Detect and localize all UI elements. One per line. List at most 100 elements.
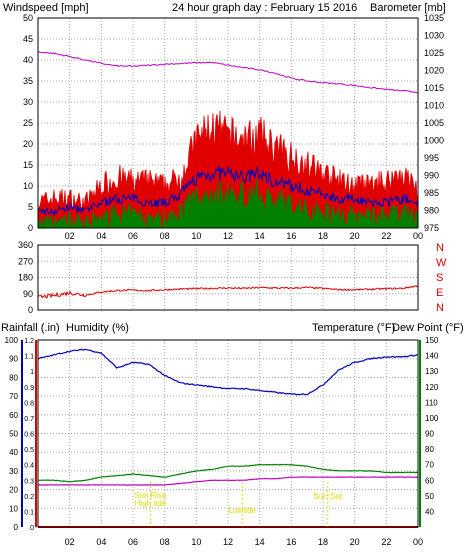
wind-x-tick-label: 02 bbox=[65, 231, 75, 241]
windspeed-average-series bbox=[37, 166, 419, 217]
humidity-tick-label: 90 bbox=[9, 355, 18, 364]
humidity-tick-label: 80 bbox=[9, 373, 18, 382]
humidity-side-axes bbox=[21, 340, 421, 527]
direction-tick-label: 90 bbox=[23, 289, 33, 299]
barometer-tick-label: 1005 bbox=[424, 118, 444, 128]
wind-direction-series bbox=[37, 285, 419, 299]
humidity-tick-label: 70 bbox=[9, 392, 18, 401]
barometer-tick-label: 985 bbox=[424, 188, 439, 198]
humidity-x-tick-label: 08 bbox=[160, 537, 170, 547]
temperature-tick-label: 140 bbox=[425, 352, 439, 361]
rainfall-tick-label: 0.9 bbox=[24, 385, 34, 392]
temperature-series bbox=[37, 463, 419, 483]
barometer-tick-label: 1035 bbox=[424, 13, 444, 23]
direction-tick-label: 0 bbox=[28, 305, 33, 315]
rainfall-tick-label: 0.8 bbox=[24, 400, 34, 407]
wind-x-tick-label: 12 bbox=[223, 231, 233, 241]
barometer-tick-label: 980 bbox=[424, 206, 439, 216]
barometer-tick-label: 1030 bbox=[424, 31, 444, 41]
humidity-x-tick-labels: 02 04 06 08 10 12 14 16 18 20 22 00 bbox=[65, 537, 423, 547]
humidity-tick-label: 20 bbox=[9, 486, 18, 495]
rainfall-tick-label: 0 bbox=[30, 525, 34, 532]
compass-label: N bbox=[436, 242, 444, 254]
chart-title: 24 hour graph day : February 15 2016 bbox=[172, 2, 357, 14]
event-marker-label: Lowtide bbox=[228, 506, 256, 515]
wind-x-tick-label: 20 bbox=[350, 231, 360, 241]
temperature-axis-title: Temperature (°F) bbox=[312, 322, 395, 334]
windspeed-tick-label: 25 bbox=[23, 118, 33, 128]
humidity-x-tick-label: 12 bbox=[223, 537, 233, 547]
barometer-tick-label: 990 bbox=[424, 171, 439, 181]
wind-barometer-panel: Windspeed [mph] 24 hour graph day : Febr… bbox=[3, 2, 446, 241]
humidity-tick-label: 10 bbox=[9, 504, 18, 513]
windspeed-tick-label: 5 bbox=[28, 202, 33, 212]
wind-x-tick-label: 08 bbox=[160, 231, 170, 241]
dew-point-series bbox=[37, 476, 419, 486]
compass-label: E bbox=[436, 287, 443, 299]
rainfall-tick-label: 1 bbox=[30, 369, 34, 376]
humidity-x-tick-label: 00 bbox=[413, 537, 423, 547]
humidity-grid bbox=[38, 340, 418, 527]
temperature-tick-label: 100 bbox=[425, 414, 439, 423]
wind-series bbox=[37, 51, 419, 230]
windspeed-low-series bbox=[37, 178, 419, 230]
direction-plot-frame bbox=[37, 244, 419, 311]
wind-x-tick-label: 16 bbox=[286, 231, 296, 241]
humidity-x-tick-label: 20 bbox=[350, 537, 360, 547]
direction-grid bbox=[38, 245, 418, 310]
wind-x-tick-label: 04 bbox=[96, 231, 106, 241]
humidity-x-tick-label: 16 bbox=[286, 537, 296, 547]
wind-x-tick-label: 00 bbox=[413, 231, 423, 241]
humidity-tick-label: 40 bbox=[9, 448, 18, 457]
dew-point-axis-title: Dew Point (°F) bbox=[392, 322, 464, 334]
wind-x-tick-labels: 02 04 06 08 10 12 14 16 18 20 22 00 bbox=[65, 231, 423, 241]
direction-tick-label: 180 bbox=[18, 273, 33, 283]
rainfall-tick-label: 0.2 bbox=[24, 494, 34, 501]
barometer-tick-label: 975 bbox=[424, 223, 439, 233]
windspeed-tick-label: 45 bbox=[23, 34, 33, 44]
humidity-axis-title: Humidity (%) bbox=[66, 322, 129, 334]
windspeed-tick-label: 20 bbox=[23, 139, 33, 149]
humidity-tick-label: 100 bbox=[5, 336, 19, 345]
humidity-x-tick-label: 18 bbox=[318, 537, 328, 547]
temperature-tick-label: 80 bbox=[425, 445, 434, 454]
humidity-tick-label: 0 bbox=[14, 523, 19, 532]
windspeed-tick-label: 50 bbox=[23, 13, 33, 23]
humidity-x-tick-label: 04 bbox=[96, 537, 106, 547]
wind-x-tick-label: 10 bbox=[191, 231, 201, 241]
humidity-x-tick-label: 10 bbox=[191, 537, 201, 547]
direction-tick-labels: 360 270 180 90 0 bbox=[18, 240, 33, 315]
wind-x-tick-label: 18 bbox=[318, 231, 328, 241]
event-marker-label: High tide bbox=[135, 499, 167, 508]
rainfall-tick-label: 0.4 bbox=[24, 463, 34, 470]
barometer-series bbox=[37, 51, 419, 94]
barometer-tick-label: 995 bbox=[424, 153, 439, 163]
windspeed-axis-title: Windspeed [mph] bbox=[3, 2, 89, 14]
humidity-x-tick-label: 02 bbox=[65, 537, 75, 547]
rainfall-tick-label: 1.1 bbox=[24, 354, 34, 361]
rainfall-tick-labels: 1.2 1.1 1 0.9 0.8 0.7 0.6 0.5 0.4 0.3 0.2 0.1 0 bbox=[24, 338, 34, 532]
wind-x-tick-label: 06 bbox=[128, 231, 138, 241]
temperature-tick-label: 130 bbox=[425, 367, 439, 376]
rainfall-axis-title: Rainfall (.in) bbox=[1, 322, 60, 334]
humidity-series bbox=[37, 348, 418, 396]
humidity-tick-label: 30 bbox=[9, 467, 18, 476]
temperature-tick-label: 90 bbox=[425, 430, 434, 439]
humidity-x-tick-label: 14 bbox=[255, 537, 265, 547]
wind-x-tick-label: 22 bbox=[381, 231, 391, 241]
barometer-tick-label: 1025 bbox=[424, 48, 444, 58]
humidity-x-tick-label: 06 bbox=[128, 537, 138, 547]
barometer-tick-label: 1000 bbox=[424, 136, 444, 146]
humidity-x-tick-label: 22 bbox=[381, 537, 391, 547]
humidity-plot-frame bbox=[37, 339, 419, 528]
temperature-tick-label: 150 bbox=[425, 336, 439, 345]
barometer-tick-label: 1015 bbox=[424, 83, 444, 93]
rainfall-tick-label: 0.1 bbox=[24, 509, 34, 516]
windspeed-tick-label: 10 bbox=[23, 181, 33, 191]
windspeed-tick-label: 15 bbox=[23, 160, 33, 170]
windspeed-tick-label: 40 bbox=[23, 55, 33, 65]
barometer-tick-labels: 1035 1030 1025 1020 1015 1010 1005 1000 995 990 98… bbox=[424, 13, 444, 233]
